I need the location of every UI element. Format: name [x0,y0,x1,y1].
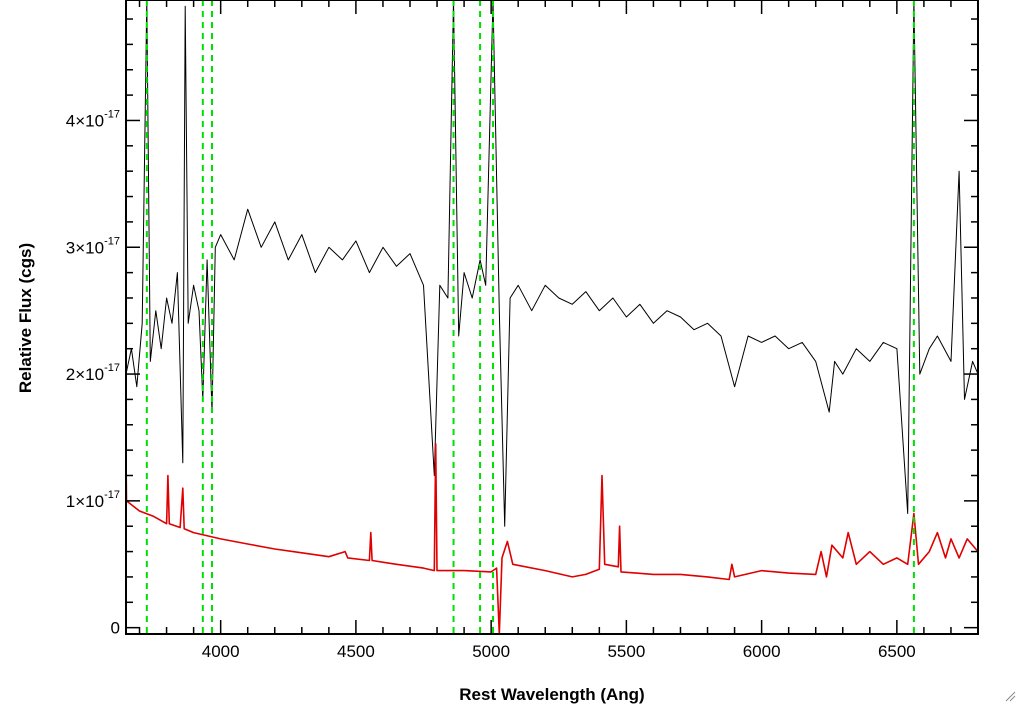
x-tick-label: 6000 [743,642,781,661]
x-tick-label: 6500 [878,642,916,661]
y-tick-label: 0 [111,619,120,638]
x-tick-label: 4500 [337,642,375,661]
y-axis-title: Relative Flux (cgs) [16,243,35,393]
y-tick-label: 3×10-17 [66,235,120,257]
resize-grip-icon[interactable] [1004,690,1016,702]
emission-line-markers [145,0,915,634]
x-axis-title: Rest Wavelength (Ang) [459,685,644,704]
x-tick-label: 4000 [202,642,240,661]
model-spectrum-line [125,442,979,635]
tick-layer: 4000 4500 5000 5500 6000 6500 0 1×10-17 2×10-17 3… [66,0,979,661]
plot-frame [125,0,979,635]
y-tick-label: 4×10-17 [66,108,120,130]
observed-spectrum-line [125,0,979,527]
x-tick-label: 5000 [472,642,510,661]
y-tick-label: 2×10-17 [66,362,120,384]
x-tick-label: 5500 [607,642,645,661]
y-tick-label: 1×10-17 [66,489,120,511]
series-layer [125,0,979,635]
